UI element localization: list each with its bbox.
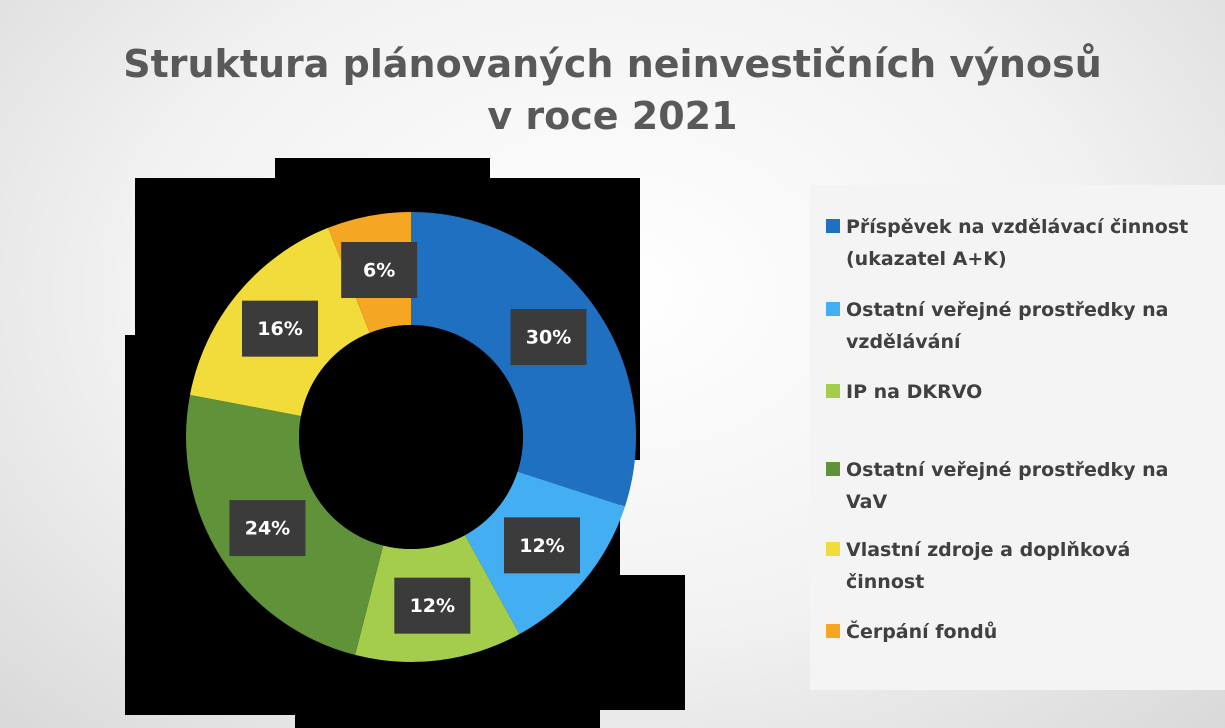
label-box: [510, 309, 587, 366]
legend-swatch: [826, 384, 840, 398]
data-label: 12%: [410, 595, 455, 617]
chart-title: Struktura plánovaných neinvestičních výn…: [0, 38, 1225, 142]
legend-swatch: [826, 542, 840, 556]
legend-swatch: [826, 219, 840, 233]
title-line: v roce 2021: [487, 94, 738, 138]
legend-entry: Vlastní zdroje a doplňková činnost: [826, 534, 1216, 598]
legend: Příspěvek na vzdělávací činnost (ukazate…: [810, 185, 1225, 690]
label-box: [242, 300, 319, 357]
label-box: [394, 577, 471, 634]
legend-label: Vlastní zdroje a doplňková činnost: [846, 539, 1131, 593]
data-label: 6%: [363, 260, 395, 282]
data-label: 12%: [519, 535, 564, 557]
legend-entry: Ostatní veřejné prostředky na vzdělávání: [826, 294, 1216, 358]
legend-entry: IP na DKRVO: [826, 376, 1216, 408]
legend-label: Ostatní veřejné prostředky na vzdělávání: [846, 299, 1169, 353]
legend-label: Čerpání fondů: [846, 621, 998, 643]
donut-hole: [299, 325, 523, 549]
legend-entry: Ostatní veřejné prostředky na VaV: [826, 454, 1216, 518]
label-box: [503, 517, 580, 574]
data-label: 16%: [257, 318, 302, 340]
legend-label: Ostatní veřejné prostředky na VaV: [846, 459, 1169, 513]
legend-entry: Čerpání fondů: [826, 616, 1216, 648]
legend-entry: Příspěvek na vzdělávací činnost (ukazate…: [826, 211, 1216, 275]
legend-label: Příspěvek na vzdělávací činnost (ukazate…: [846, 216, 1189, 270]
label-box: [341, 242, 418, 299]
data-label: 24%: [245, 518, 290, 540]
legend-swatch: [826, 462, 840, 476]
title-line: Struktura plánovaných neinvestičních výn…: [123, 42, 1102, 86]
data-label: 30%: [526, 327, 571, 349]
label-box: [229, 500, 306, 557]
legend-swatch: [826, 302, 840, 316]
legend-swatch: [826, 624, 840, 638]
legend-label: IP na DKRVO: [846, 381, 983, 403]
